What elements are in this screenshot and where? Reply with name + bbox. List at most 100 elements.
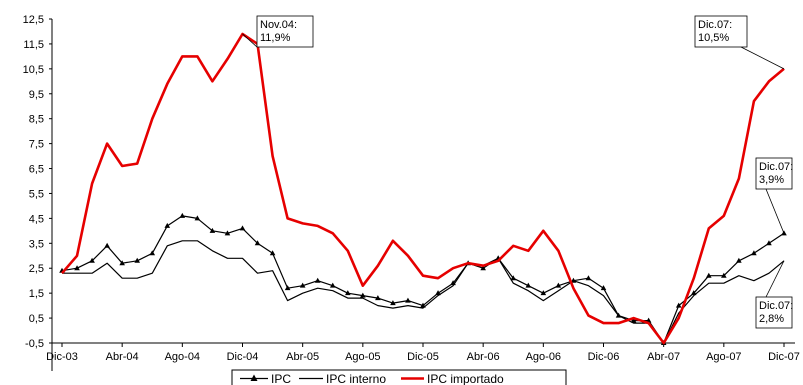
annotation-text: 2,8% xyxy=(759,313,784,325)
y-tick-label: 2,5 xyxy=(29,263,44,275)
ipc-point-marker xyxy=(239,225,246,231)
annotation-callout: Dic.07:2,8% xyxy=(755,260,793,329)
x-tick-label: Ago-05 xyxy=(345,351,380,363)
annotation-box xyxy=(256,15,314,48)
y-tick-label: 3,5 xyxy=(29,238,44,250)
ipc-point-marker xyxy=(134,257,141,263)
x-tick-label: Ago-07 xyxy=(706,351,741,363)
ipc-point-marker xyxy=(179,212,186,218)
ipc-point-marker xyxy=(555,282,562,288)
annotation-text: Nov.04: xyxy=(260,19,297,31)
legend-label-ipc-interno: IPC interno xyxy=(326,372,386,385)
ipc-point-marker xyxy=(435,290,441,296)
ipc-point-marker xyxy=(360,292,366,298)
ipc-point-marker xyxy=(585,275,592,281)
ipc-point-marker xyxy=(224,230,231,236)
series-layer xyxy=(59,32,787,345)
x-tick-label: Dic-03 xyxy=(46,351,78,363)
annotation-callout: Dic.07:3,9% xyxy=(755,157,793,234)
y-tick-label: 8,5 xyxy=(29,114,44,126)
legend-label-ipc-importado: IPC importado xyxy=(427,372,504,385)
annotation-text: 3,9% xyxy=(759,174,784,186)
annotation-callout: Dic.07:10,5% xyxy=(694,15,785,70)
y-tick-label: 10,5 xyxy=(23,64,44,76)
ipc-point-marker xyxy=(269,250,276,256)
series-line-ipc-interno xyxy=(62,240,785,344)
y-tick-label: 5,5 xyxy=(29,188,44,200)
ipc-point-marker xyxy=(329,282,336,288)
ipc-point-marker xyxy=(721,272,727,278)
ipc-point-marker xyxy=(630,317,637,323)
chart-legend: IPC IPC interno IPC importado xyxy=(231,369,567,385)
y-tick-label: 6,5 xyxy=(29,164,44,176)
ipc-point-marker xyxy=(104,242,110,248)
annotation-pointer xyxy=(765,188,785,234)
annotation-box xyxy=(755,157,793,190)
y-tick-label: 4,5 xyxy=(29,213,44,225)
legend-box xyxy=(231,369,567,385)
annotation-pointer xyxy=(740,46,785,70)
annotation-text: Dic.07: xyxy=(759,161,793,173)
ipc-point-marker xyxy=(209,227,216,233)
ipc-point-marker xyxy=(390,300,396,306)
y-tick-label: -0,5 xyxy=(25,338,44,350)
ipc-point-marker xyxy=(164,222,171,228)
ipc-point-marker xyxy=(751,250,757,256)
x-tick-label: Ago-04 xyxy=(165,351,200,363)
annotation-text: Dic.07: xyxy=(698,19,732,31)
y-tick-label: 11,5 xyxy=(23,39,44,51)
series-line-ipc-importado xyxy=(61,32,785,345)
ipc-point-marker xyxy=(74,265,80,271)
ipc-point-marker xyxy=(375,295,381,301)
annotation-callout: Nov.04:11,9% xyxy=(242,15,314,48)
ipc-point-marker xyxy=(705,272,712,278)
annotations-layer: Nov.04:11,9%Dic.07:10,5%Dic.07:3,9%Dic.0… xyxy=(242,15,793,329)
x-tick-label: Ago-06 xyxy=(526,351,561,363)
ipc-point-marker xyxy=(480,265,486,271)
chart-axes xyxy=(51,19,795,371)
annotation-pointer xyxy=(242,33,258,48)
annotation-text: 10,5% xyxy=(698,32,729,44)
ipc-point-marker xyxy=(344,290,351,296)
annotation-text: Dic.07: xyxy=(759,300,793,312)
annotation-box xyxy=(694,15,748,48)
ipc-point-marker xyxy=(314,277,321,283)
annotation-pointer xyxy=(765,260,785,298)
ipc-point-marker xyxy=(299,282,306,288)
y-tick-label: 0,5 xyxy=(29,313,44,325)
x-tick-label: Dic-04 xyxy=(227,351,259,363)
x-tick-label: Dic-05 xyxy=(407,351,439,363)
legend-item-ipc-importado: IPC importado xyxy=(401,372,504,385)
legend-marker-ipc xyxy=(250,374,258,381)
ipc-point-marker xyxy=(284,285,291,291)
ipc-point-marker xyxy=(510,275,517,281)
x-tick-label: Abr-07 xyxy=(647,351,680,363)
ipc-point-marker xyxy=(405,297,411,303)
x-axis-ticks: Dic-03 Abr-04 Ago-04 Dic-04 Abr-05 Ago-05 Dic-… xyxy=(46,343,800,363)
legend-item-ipc: IPC xyxy=(240,372,291,385)
y-axis-ticks: -0,5 0,5 1,5 2,5 3,5 4,5 5,5 6,5 7,5 8,5 9,5 10,5 11… xyxy=(23,14,52,350)
annotation-text: 11,9% xyxy=(260,32,291,44)
y-tick-label: 7,5 xyxy=(29,139,44,151)
ipc-point-marker xyxy=(675,302,682,308)
ipc-point-marker xyxy=(766,240,772,246)
ipc-point-marker xyxy=(89,257,95,263)
y-tick-label: 1,5 xyxy=(29,288,44,300)
x-tick-label: Abr-04 xyxy=(106,351,139,363)
ipc-point-marker xyxy=(194,215,201,221)
x-tick-label: Abr-05 xyxy=(286,351,319,363)
ipc-point-marker xyxy=(149,250,156,256)
x-tick-label: Dic-06 xyxy=(588,351,620,363)
ipc-point-marker xyxy=(119,260,125,266)
y-tick-label: 9,5 xyxy=(29,89,44,101)
ipc-point-marker xyxy=(736,257,742,263)
legend-label-ipc: IPC xyxy=(271,372,291,385)
ipc-point-marker xyxy=(600,285,607,291)
y-tick-label: 12,5 xyxy=(23,14,44,26)
x-tick-label: Dic-07 xyxy=(768,351,800,363)
annotation-box xyxy=(755,296,793,329)
ipc-point-marker xyxy=(525,282,532,288)
ipc-point-marker xyxy=(254,240,261,246)
legend-item-ipc-interno: IPC interno xyxy=(299,372,386,385)
